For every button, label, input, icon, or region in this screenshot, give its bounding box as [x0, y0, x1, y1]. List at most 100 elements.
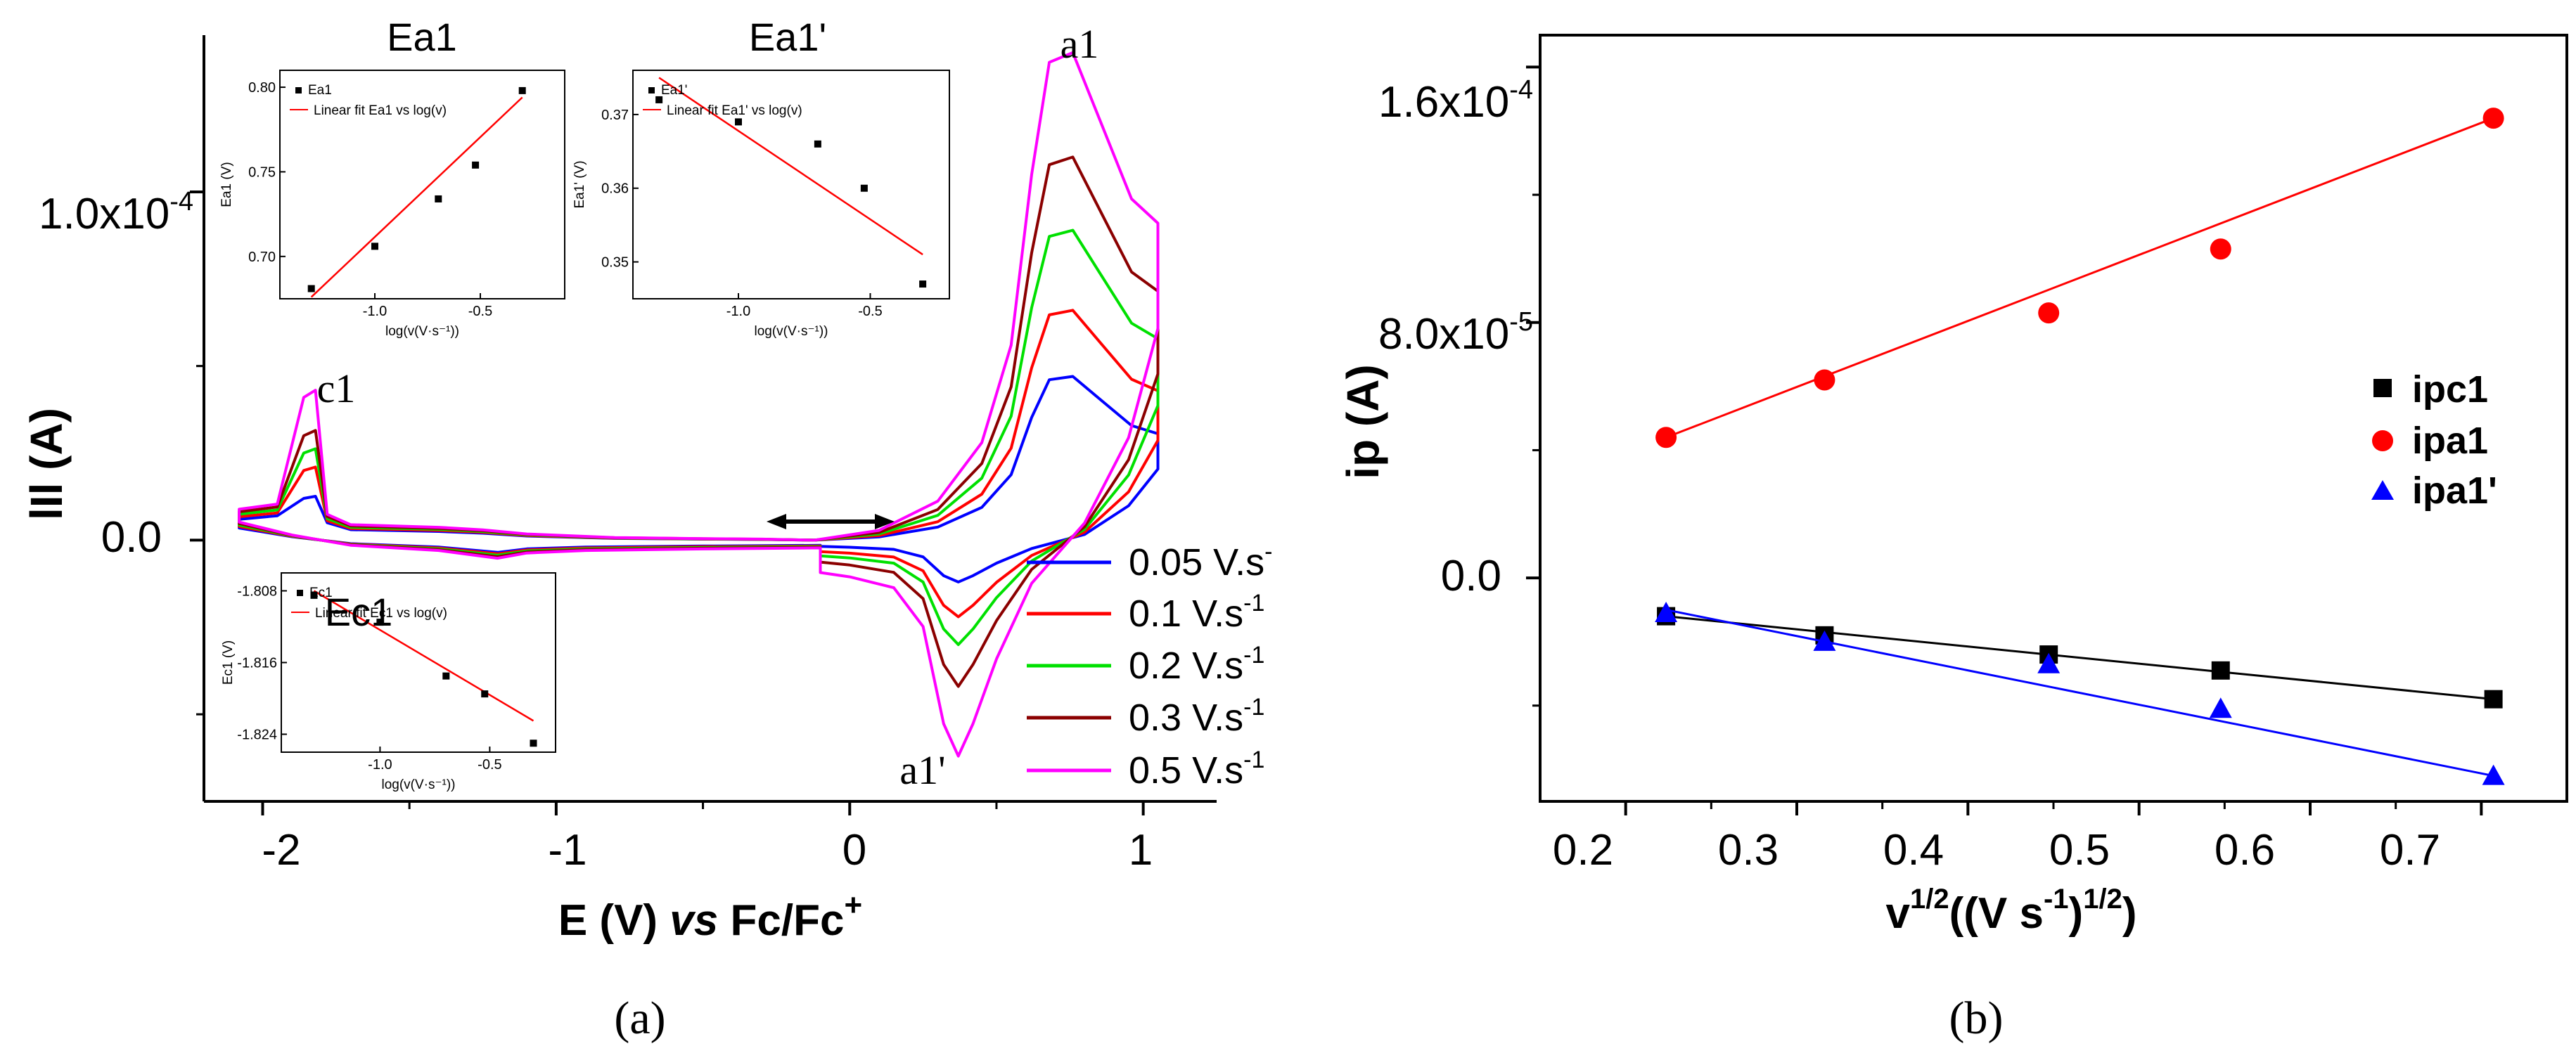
inset-ea1: 0.80 0.75 0.70 -1.0 -0.5 log(v(V·s⁻¹)) Ea1 (V)… [219, 70, 565, 339]
data-point-ipa1 [2210, 238, 2231, 260]
panel-b-xtick: 0.7 [2380, 826, 2440, 874]
inset-xlabel: log(v(V·s⁻¹)) [754, 324, 828, 339]
inset-fit-line [310, 96, 523, 298]
inset-ytick-label: 0.80 [248, 80, 276, 96]
fit-line-ipc1 [1665, 615, 2494, 701]
panel-b-legend: ipc1 ipa1 ipa1' [2371, 368, 2497, 512]
scan-direction-arrow [767, 514, 895, 529]
data-point-ipc1 [2211, 661, 2230, 680]
inset-data-point [518, 86, 526, 94]
legend-label-0.5: 0.5 V.s-1 [1129, 747, 1264, 792]
panel-a-ylabel: lIl (A) [21, 408, 72, 520]
panel-b-ytick: 0.0 [1441, 552, 1501, 600]
inset-legend-point: Ea1' [661, 83, 687, 98]
inset-ytick-label: 0.37 [601, 108, 629, 123]
inset-ea1-prime: 0.37 0.36 0.35 -1.0 -0.5 log(v(V·s⁻¹)) Ea1' (V… [572, 70, 950, 339]
inset-ytick-label: -1.816 [237, 656, 277, 671]
data-point-ipa1' [2482, 764, 2505, 785]
peak-label-a1: a1 [1060, 21, 1099, 67]
inset-ytick-label: 0.35 [601, 255, 629, 271]
panel-a-xtick: -2 [262, 826, 300, 874]
inset-legend-point: Ea1 [308, 83, 332, 98]
panel-b-xtick: 0.2 [1553, 826, 1613, 874]
panel-a: 1.0x10-4 0.0 -2 -1 0 1 lIl (A) E (V) vs … [21, 15, 1273, 1044]
peak-label-c1: c1 [317, 366, 356, 411]
inset-frame [632, 70, 950, 299]
inset-title-ec1: Ec1 [325, 590, 393, 634]
inset-data-point [919, 280, 927, 288]
panel-b-ticks [1526, 65, 2483, 815]
inset-frame [279, 70, 565, 299]
legend-marker-ipa1 [2372, 430, 2393, 451]
data-point-ipa1' [2209, 697, 2232, 718]
inset-data-point [442, 672, 450, 680]
inset-frame [281, 572, 556, 753]
data-point-ipa1 [1814, 369, 1835, 391]
panel-a-xlabel: E (V) vs Fc/Fc+ [558, 888, 862, 945]
inset-ylabel: Ea1 (V) [219, 162, 234, 207]
inset-xtick-label: -0.5 [468, 304, 492, 319]
panel-b-xtick: 0.4 [1883, 826, 1944, 874]
inset-ytick-label: -1.808 [237, 584, 277, 600]
inset-legend-marker [295, 87, 302, 93]
panel-b-xtick: 0.3 [1718, 826, 1779, 874]
inset-xtick-label: -0.5 [858, 304, 882, 319]
data-point-ipa1' [2037, 652, 2061, 673]
panel-b-xlabel: v1/2((V s-1)1/2) [1886, 884, 2137, 938]
inset-legend-point: Ec1 [309, 586, 333, 600]
inset-xtick-label: -1.0 [363, 304, 387, 319]
panel-a-xtick: 1 [1129, 826, 1153, 874]
inset-xtick-label: -1.0 [726, 304, 750, 319]
panel-b-xtick: 0.6 [2215, 826, 2275, 874]
panel-b-xtick: 0.5 [2049, 826, 2110, 874]
data-point-ipa1 [1655, 427, 1677, 448]
inset-legend-fit: Linear fit Ea1 vs log(v) [314, 103, 447, 118]
inset-xtick-label: -0.5 [478, 757, 501, 773]
panel-a-ytick-0: 0.0 [101, 513, 162, 562]
inset-title-ea1-prime: Ea1' [749, 15, 826, 59]
cv-curve [238, 51, 1160, 758]
legend-marker-ipa1-prime [2371, 480, 2394, 500]
panel-b-ytick: 8.0x10-5 [1378, 307, 1533, 359]
inset-data-point [860, 184, 868, 192]
data-point-ipc1 [2484, 690, 2503, 709]
legend-label-0.3: 0.3 V.s-1 [1129, 694, 1264, 739]
legend-label-0.1: 0.1 V.s-1 [1129, 590, 1264, 635]
inset-ec1: -1.808 -1.816 -1.824 -1.0 -0.5 log(v(V·s⁻¹)) E… [221, 572, 556, 792]
panel-b: 1.6x10-4 8.0x10-5 0.0 0.2 0.3 0.4 0.5 0.… [1338, 34, 2568, 1044]
inset-data-point [814, 140, 821, 148]
inset-data-point [376, 619, 384, 626]
panel-a-legend: 0.05 V.s- 0.1 V.s-1 0.2 V.s-1 0.3 V.s-1 … [1027, 538, 1273, 792]
panel-b-plot [1655, 108, 2505, 785]
inset-data-point [481, 690, 489, 698]
inset-ytick-label: 0.75 [248, 164, 276, 180]
inset-legend-fit: Linear fit Ec1 vs log(v) [315, 606, 447, 621]
inset-data-point [371, 243, 378, 250]
inset-ytick-label: -1.824 [237, 728, 277, 743]
cv-curves [238, 51, 1160, 758]
legend-label-ipa1: ipa1 [2412, 420, 2488, 462]
legend-marker-ipc1 [2373, 379, 2392, 397]
panel-a-xtick: 0 [842, 826, 866, 874]
panel-a-ytick-1e-4: 1.0x10-4 [39, 187, 193, 238]
inset-legend-marker [648, 87, 655, 93]
panel-b-ytick: 1.6x10-4 [1378, 75, 1533, 127]
inset-legend-marker [297, 590, 303, 596]
inset-xlabel: log(v(V·s⁻¹)) [381, 777, 455, 792]
inset-data-point [310, 591, 318, 599]
legend-label-0.2: 0.2 V.s-1 [1129, 642, 1264, 687]
data-point-ipa1 [2038, 302, 2060, 324]
inset-data-point [307, 285, 315, 292]
inset-data-point [435, 195, 442, 202]
panel-b-caption: (b) [1949, 993, 2004, 1044]
panel-a-ticks [190, 190, 1145, 815]
inset-ylabel: Ea1' (V) [572, 160, 587, 208]
panel-a-xtick: -1 [548, 826, 587, 874]
inset-ytick-label: 0.36 [601, 181, 629, 197]
fit-line-ipa1 [1665, 117, 2494, 439]
data-point-ipa1' [1655, 602, 1678, 623]
inset-title-ea1: Ea1 [387, 15, 457, 59]
panel-b-ylabel: ip (A) [1338, 364, 1388, 479]
legend-label-ipa1-prime: ipa1' [2412, 470, 2497, 512]
